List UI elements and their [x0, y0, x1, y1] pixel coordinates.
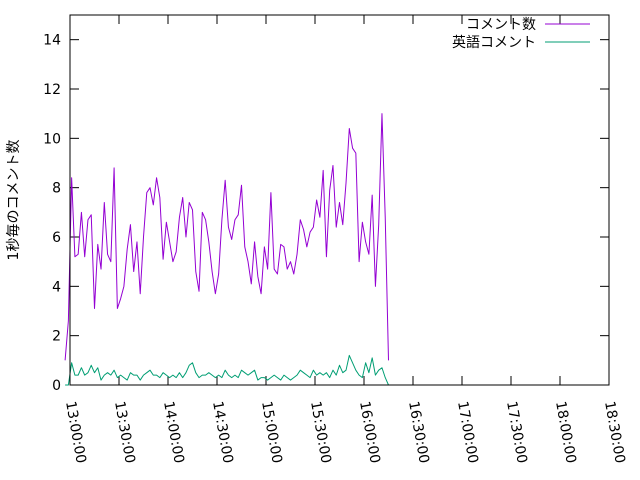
legend: コメント数 英語コメント: [452, 17, 590, 51]
x-tick-label: 18:00:00: [552, 400, 579, 465]
y-tick-label: 12: [43, 82, 61, 98]
legend-label-english-comments: 英語コメント: [452, 34, 536, 51]
y-tick-label: 0: [52, 378, 61, 394]
series-line-1: [65, 354, 389, 386]
series-line-0: [64, 113, 389, 361]
legend-label-comments: コメント数: [466, 17, 536, 33]
x-axis-ticks: 13:00:00 13:30:00 14:00:00 14:30:00 15:00:00…: [62, 15, 628, 465]
x-tick-label: 14:00:00: [160, 400, 187, 465]
y-tick-label: 14: [43, 33, 61, 49]
y-axis-ticks: 0 2 4 6 8 10 12 14: [43, 33, 609, 394]
y-tick-label: 6: [52, 230, 61, 246]
x-tick-label: 16:00:00: [356, 400, 383, 465]
x-tick-label: 15:00:00: [258, 400, 285, 465]
y-axis-label: 1秒毎のコメント数: [6, 140, 22, 261]
x-tick-label: 16:30:00: [405, 400, 432, 465]
x-tick-label: 18:30:00: [601, 400, 628, 465]
y-tick-label: 10: [43, 131, 61, 147]
series-lines: [64, 113, 389, 386]
y-tick-label: 8: [52, 181, 61, 197]
x-tick-label: 14:30:00: [209, 400, 236, 465]
plot-frame: [69, 14, 610, 386]
x-tick-label: 17:30:00: [503, 400, 530, 465]
y-tick-label: 2: [52, 329, 61, 345]
x-tick-label: 17:00:00: [454, 400, 481, 465]
x-tick-label: 13:30:00: [111, 400, 138, 465]
x-tick-label: 13:00:00: [62, 400, 89, 465]
y-tick-label: 4: [52, 279, 61, 295]
x-tick-label: 15:30:00: [307, 400, 334, 465]
